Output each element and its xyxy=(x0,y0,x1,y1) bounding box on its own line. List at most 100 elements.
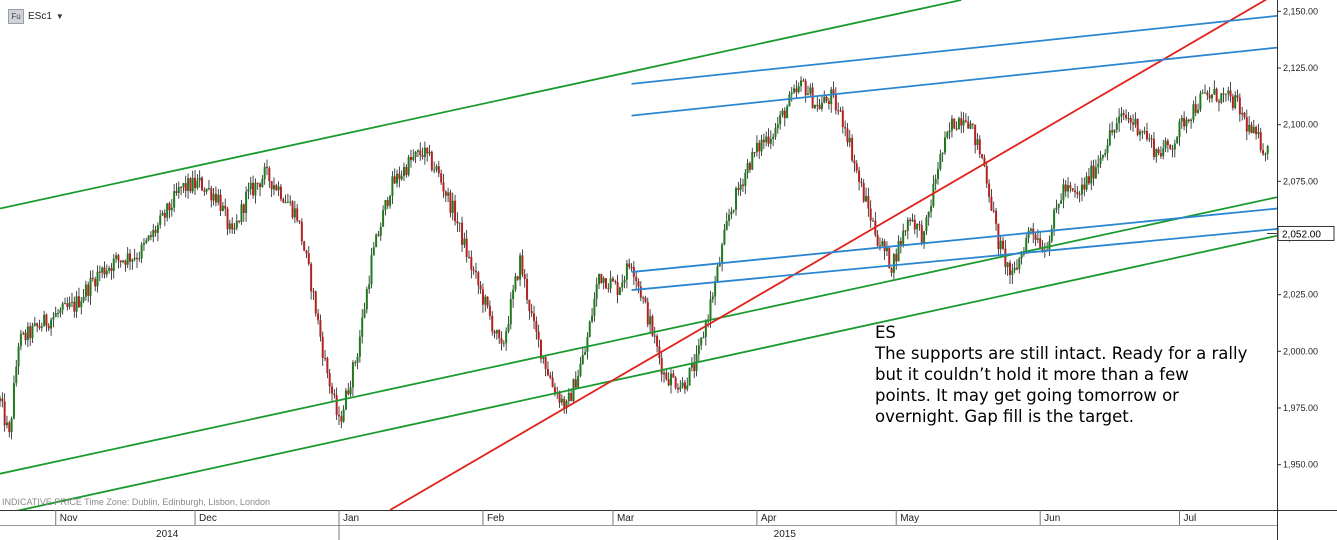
month-label: Feb xyxy=(487,513,505,524)
y-tick-label: 2,100.00 xyxy=(1283,120,1318,130)
candle-body xyxy=(567,392,570,402)
candle-body xyxy=(363,309,366,318)
candle-body xyxy=(1085,176,1088,190)
trendline-blue-upper-1[interactable] xyxy=(631,14,1277,85)
candle-body xyxy=(872,220,875,222)
candle-body xyxy=(670,373,673,386)
candle-body xyxy=(839,110,842,112)
candle-body xyxy=(1101,154,1104,158)
trendline-green-support-1[interactable] xyxy=(0,196,1277,475)
trendline-blue-lower-1[interactable] xyxy=(631,207,1277,273)
candle-body xyxy=(897,240,900,262)
candle-body xyxy=(131,259,134,262)
candle-body xyxy=(472,269,475,271)
y-tick-label: 2,000.00 xyxy=(1283,346,1318,356)
y-tick-label: 1,950.00 xyxy=(1283,460,1318,470)
instrument-symbol[interactable]: ESc1 xyxy=(28,10,52,22)
candle-body xyxy=(1094,167,1097,179)
candle-body xyxy=(242,204,245,213)
candle-body xyxy=(1262,150,1265,155)
candle-body xyxy=(1111,130,1114,133)
candle-body xyxy=(533,313,536,322)
trendline-blue-upper-2[interactable] xyxy=(631,46,1277,117)
candle-body xyxy=(721,244,724,263)
candle-body xyxy=(700,337,703,346)
candle-body xyxy=(194,177,197,188)
candle-body xyxy=(895,254,898,262)
trendline-blue-lower-2[interactable] xyxy=(631,228,1277,292)
candle-body xyxy=(953,118,956,129)
candle-body xyxy=(1245,117,1248,132)
candle-body xyxy=(502,343,505,345)
candle-body xyxy=(414,151,417,158)
candle-body xyxy=(154,229,157,233)
candle-body xyxy=(716,266,719,282)
candle-body xyxy=(94,278,97,287)
candle-body xyxy=(3,401,6,426)
candle-body xyxy=(370,255,373,285)
candle-body xyxy=(444,191,447,196)
candle-body xyxy=(12,383,15,419)
trendline-green-upper[interactable] xyxy=(0,0,962,210)
candle-body xyxy=(210,188,213,201)
candle-body xyxy=(196,180,199,188)
candle-body xyxy=(326,358,329,374)
candle-body xyxy=(231,223,234,230)
candle-body xyxy=(412,157,415,161)
candle-body xyxy=(129,253,132,262)
annotation-line: The supports are still intact. Ready for… xyxy=(875,344,1248,363)
candle-body xyxy=(690,363,693,368)
candle-body xyxy=(888,247,891,269)
candle-body xyxy=(1048,241,1051,250)
candle-body xyxy=(447,192,450,196)
futures-icon[interactable]: Fu xyxy=(8,8,24,24)
candle-body xyxy=(440,173,443,183)
candle-body xyxy=(744,172,747,186)
month-label: Dec xyxy=(199,513,217,524)
candle-body xyxy=(830,89,833,104)
candle-body xyxy=(927,211,930,218)
candle-body xyxy=(1166,140,1169,146)
caret-down-icon[interactable]: ▼ xyxy=(55,11,64,21)
candle-body xyxy=(57,312,60,314)
candle-body xyxy=(259,183,262,188)
candle-body xyxy=(1238,97,1241,115)
candle-body xyxy=(73,301,76,312)
candle-body xyxy=(1108,130,1111,146)
candle-body xyxy=(1041,248,1044,252)
candle-body xyxy=(477,272,480,286)
candle-body xyxy=(718,262,721,267)
candle-body xyxy=(321,336,324,358)
candle-body xyxy=(31,325,34,339)
candle-body xyxy=(182,183,185,188)
candle-body xyxy=(858,170,861,182)
candle-body xyxy=(1145,131,1148,140)
y-tick-label: 2,075.00 xyxy=(1283,176,1318,186)
candle-body xyxy=(384,200,387,211)
candle-body xyxy=(595,284,598,299)
candle-body xyxy=(1243,112,1246,118)
candle-body xyxy=(758,142,761,152)
candle-body xyxy=(995,210,998,224)
candle-body xyxy=(990,196,993,211)
trendline-red-trend[interactable] xyxy=(389,0,1277,510)
candle-body xyxy=(1034,234,1037,240)
candle-body xyxy=(214,193,217,203)
candle-body xyxy=(400,175,403,180)
candle-body xyxy=(15,366,18,384)
trendline-green-support-2[interactable] xyxy=(0,234,1277,515)
candle-body xyxy=(391,176,394,196)
last-price-box xyxy=(1277,225,1335,241)
candle-body xyxy=(45,314,48,326)
candle-body xyxy=(245,191,248,213)
candle-body xyxy=(328,373,331,387)
candle-body xyxy=(122,260,125,263)
candle-body xyxy=(43,314,46,327)
candle-body xyxy=(827,100,830,104)
annotation-line: points. It may get going tomorrow or xyxy=(875,386,1179,405)
candle-body xyxy=(205,188,208,192)
candle-body xyxy=(101,267,104,273)
candle-body xyxy=(1255,126,1258,135)
candle-body xyxy=(649,316,652,325)
